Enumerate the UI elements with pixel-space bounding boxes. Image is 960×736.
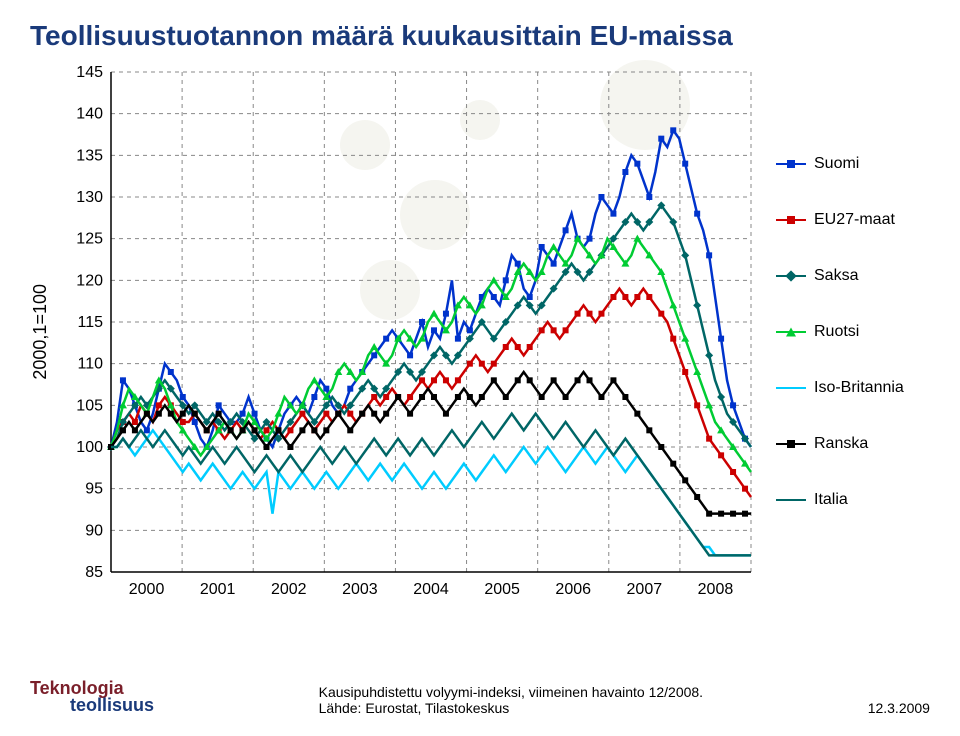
y-tick-label: 125 [76,231,103,248]
chart-container: 2000,1=100 20002001200220032004200520062… [30,62,930,602]
y-tick-label: 130 [76,189,103,206]
legend-swatch [776,219,806,221]
y-tick-label: 145 [76,64,103,81]
legend-swatch [776,443,806,445]
legend-swatch [776,387,806,389]
y-tick-label: 95 [85,481,103,498]
chart-plot-area: 2000 2001 2002 2003 2004 2005 2006 2007 2008 85 90… [61,62,761,602]
legend-swatch [776,499,806,501]
date-text: 12.3.2009 [868,700,930,716]
legend-item: Ruotsi [776,323,904,341]
legend-label: Iso-Britannia [814,379,904,397]
logo: Teknologia teollisuus [30,678,154,716]
legend-item: Saksa [776,267,904,285]
series-line [111,205,751,447]
legend-item: Italia [776,491,904,509]
legend-item: Iso-Britannia [776,379,904,397]
source-line1: Kausipuhdistettu volyymi-indeksi, viimei… [319,684,703,700]
y-tick-label: 85 [85,564,103,581]
source-line2: Lähde: Eurostat, Tilastokeskus [319,700,703,716]
legend-label: Italia [814,491,848,509]
footer: Teknologia teollisuus Kausipuhdistettu v… [30,678,930,716]
x-tick-label: 2005 [484,581,520,598]
x-tick-label: 2006 [555,581,591,598]
legend-label: Saksa [814,267,858,285]
legend-item: EU27-maat [776,211,904,229]
y-tick-label: 120 [76,272,103,289]
x-tick-label: 2000 [129,581,165,598]
source-text: Kausipuhdistettu volyymi-indeksi, viimei… [319,684,703,716]
y-tick-label: 135 [76,147,103,164]
legend-swatch [776,163,806,165]
y-tick-label: 110 [77,356,103,373]
chart-legend: Suomi EU27-maat Saksa Ruotsi Iso-Britannia Ra… [776,155,904,509]
y-tick-label: 115 [77,314,103,331]
y-tick-label: 140 [76,106,103,123]
y-tick-label: 105 [76,397,103,414]
legend-swatch [776,275,806,277]
chart-title: Teollisuustuotannon määrä kuukausittain … [30,20,930,52]
legend-label: Ranska [814,435,868,453]
legend-swatch [776,331,806,333]
series-line [111,414,751,556]
x-tick-label: 2003 [342,581,378,598]
x-tick-label: 2002 [271,581,307,598]
y-axis-label: 2000,1=100 [30,284,51,380]
legend-item: Suomi [776,155,904,173]
legend-label: Ruotsi [814,323,859,341]
x-tick-label: 2001 [200,581,236,598]
logo-line2: teollisuus [70,695,154,716]
x-tick-label: 2008 [698,581,734,598]
y-tick-label: 90 [85,522,103,539]
x-tick-label: 2004 [413,581,449,598]
x-tick-label: 2007 [627,581,663,598]
legend-item: Ranska [776,435,904,453]
y-tick-label: 100 [76,439,103,456]
legend-label: Suomi [814,155,859,173]
legend-label: EU27-maat [814,211,895,229]
